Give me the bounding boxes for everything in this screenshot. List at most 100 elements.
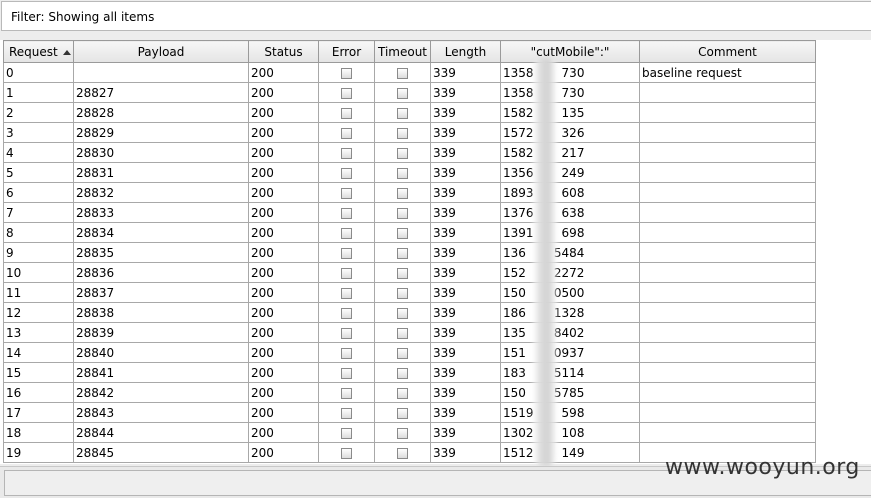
cutmobile-prefix: 135 [503, 325, 526, 340]
timeout-checkbox[interactable] [397, 188, 408, 199]
timeout-cell [374, 182, 431, 203]
timeout-checkbox[interactable] [397, 148, 408, 159]
error-checkbox[interactable] [341, 328, 352, 339]
timeout-checkbox[interactable] [397, 68, 408, 79]
table-row[interactable]: 10 28836 200 339 152 2272 [3, 262, 816, 283]
table-row[interactable]: 13 28839 200 339 135 8402 [3, 322, 816, 343]
bottom-panel [0, 466, 871, 498]
error-cell [318, 262, 375, 283]
request-cell: 19 [3, 442, 74, 463]
error-checkbox[interactable] [341, 308, 352, 319]
cutmobile-cell: 1302 108 [500, 422, 640, 443]
table-row[interactable]: 11 28837 200 339 150 0500 [3, 282, 816, 303]
timeout-checkbox[interactable] [397, 168, 408, 179]
error-checkbox[interactable] [341, 128, 352, 139]
table-row[interactable]: 17 28843 200 339 1519 598 [3, 402, 816, 423]
column-header-timeout[interactable]: Timeout [374, 40, 431, 63]
cutmobile-prefix: 1519 [503, 405, 534, 420]
error-checkbox[interactable] [341, 188, 352, 199]
timeout-checkbox[interactable] [397, 408, 408, 419]
error-checkbox[interactable] [341, 248, 352, 259]
error-checkbox[interactable] [341, 228, 352, 239]
error-cell [318, 122, 375, 143]
comment-cell [639, 382, 816, 403]
timeout-checkbox[interactable] [397, 388, 408, 399]
timeout-checkbox[interactable] [397, 88, 408, 99]
error-checkbox[interactable] [341, 348, 352, 359]
error-checkbox[interactable] [341, 108, 352, 119]
table-row[interactable]: 9 28835 200 339 136 5484 [3, 242, 816, 263]
error-checkbox[interactable] [341, 408, 352, 419]
column-header-length[interactable]: Length [430, 40, 501, 63]
request-cell: 14 [3, 342, 74, 363]
timeout-checkbox[interactable] [397, 308, 408, 319]
timeout-checkbox[interactable] [397, 368, 408, 379]
request-cell: 2 [3, 102, 74, 123]
error-checkbox[interactable] [341, 368, 352, 379]
error-checkbox[interactable] [341, 268, 352, 279]
payload-cell: 28835 [73, 242, 249, 263]
error-checkbox[interactable] [341, 288, 352, 299]
timeout-checkbox[interactable] [397, 108, 408, 119]
length-cell: 339 [430, 202, 501, 223]
column-header-cutmobile[interactable]: "cutMobile":" [500, 40, 640, 63]
cutmobile-prefix: 1893 [503, 185, 534, 200]
table-row[interactable]: 16 28842 200 339 150 5785 [3, 382, 816, 403]
status-cell: 200 [248, 102, 319, 123]
timeout-checkbox[interactable] [397, 268, 408, 279]
timeout-checkbox[interactable] [397, 328, 408, 339]
comment-cell [639, 322, 816, 343]
timeout-checkbox[interactable] [397, 288, 408, 299]
error-checkbox[interactable] [341, 148, 352, 159]
comment-cell: baseline request [639, 62, 816, 83]
table-row[interactable]: 2 28828 200 339 1582 135 [3, 102, 816, 123]
request-cell: 9 [3, 242, 74, 263]
timeout-checkbox[interactable] [397, 228, 408, 239]
table-row[interactable]: 8 28834 200 339 1391 698 [3, 222, 816, 243]
timeout-checkbox[interactable] [397, 348, 408, 359]
table-row[interactable]: 5 28831 200 339 1356 249 [3, 162, 816, 183]
timeout-checkbox[interactable] [397, 448, 408, 459]
table-row[interactable]: 15 28841 200 339 183 5114 [3, 362, 816, 383]
column-header-error[interactable]: Error [318, 40, 375, 63]
length-cell: 339 [430, 222, 501, 243]
timeout-checkbox[interactable] [397, 128, 408, 139]
error-cell [318, 102, 375, 123]
length-cell: 339 [430, 442, 501, 463]
table-row[interactable]: 19 28845 200 339 1512 149 [3, 442, 816, 463]
cutmobile-prefix: 1582 [503, 145, 534, 160]
filter-box[interactable]: Filter: Showing all items [1, 1, 871, 31]
column-header-payload[interactable]: Payload [73, 40, 249, 63]
timeout-checkbox[interactable] [397, 208, 408, 219]
column-header-comment[interactable]: Comment [639, 40, 816, 63]
payload-cell: 28832 [73, 182, 249, 203]
timeout-cell [374, 382, 431, 403]
error-checkbox[interactable] [341, 88, 352, 99]
table-row[interactable]: 12 28838 200 339 186 1328 [3, 302, 816, 323]
cutmobile-cell: 186 1328 [500, 302, 640, 323]
table-row[interactable]: 7 28833 200 339 1376 638 [3, 202, 816, 223]
table-row[interactable]: 4 28830 200 339 1582 217 [3, 142, 816, 163]
table-row[interactable]: 1 28827 200 339 1358 730 [3, 82, 816, 103]
table-row[interactable]: 0 200 339 1358 730 baseline request [3, 62, 816, 83]
error-checkbox[interactable] [341, 208, 352, 219]
table-row[interactable]: 14 28840 200 339 151 0937 [3, 342, 816, 363]
table-row[interactable]: 3 28829 200 339 1572 326 [3, 122, 816, 143]
column-header-request[interactable]: Request [3, 40, 74, 63]
error-checkbox[interactable] [341, 68, 352, 79]
timeout-cell [374, 62, 431, 83]
comment-cell [639, 162, 816, 183]
column-header-status[interactable]: Status [248, 40, 319, 63]
timeout-checkbox[interactable] [397, 248, 408, 259]
timeout-checkbox[interactable] [397, 428, 408, 439]
cutmobile-prefix: 150 [503, 385, 526, 400]
table-row[interactable]: 18 28844 200 339 1302 108 [3, 422, 816, 443]
timeout-cell [374, 162, 431, 183]
error-checkbox[interactable] [341, 448, 352, 459]
table-row[interactable]: 6 28832 200 339 1893 608 [3, 182, 816, 203]
comment-cell [639, 182, 816, 203]
error-checkbox[interactable] [341, 428, 352, 439]
status-cell: 200 [248, 362, 319, 383]
error-checkbox[interactable] [341, 388, 352, 399]
error-checkbox[interactable] [341, 168, 352, 179]
